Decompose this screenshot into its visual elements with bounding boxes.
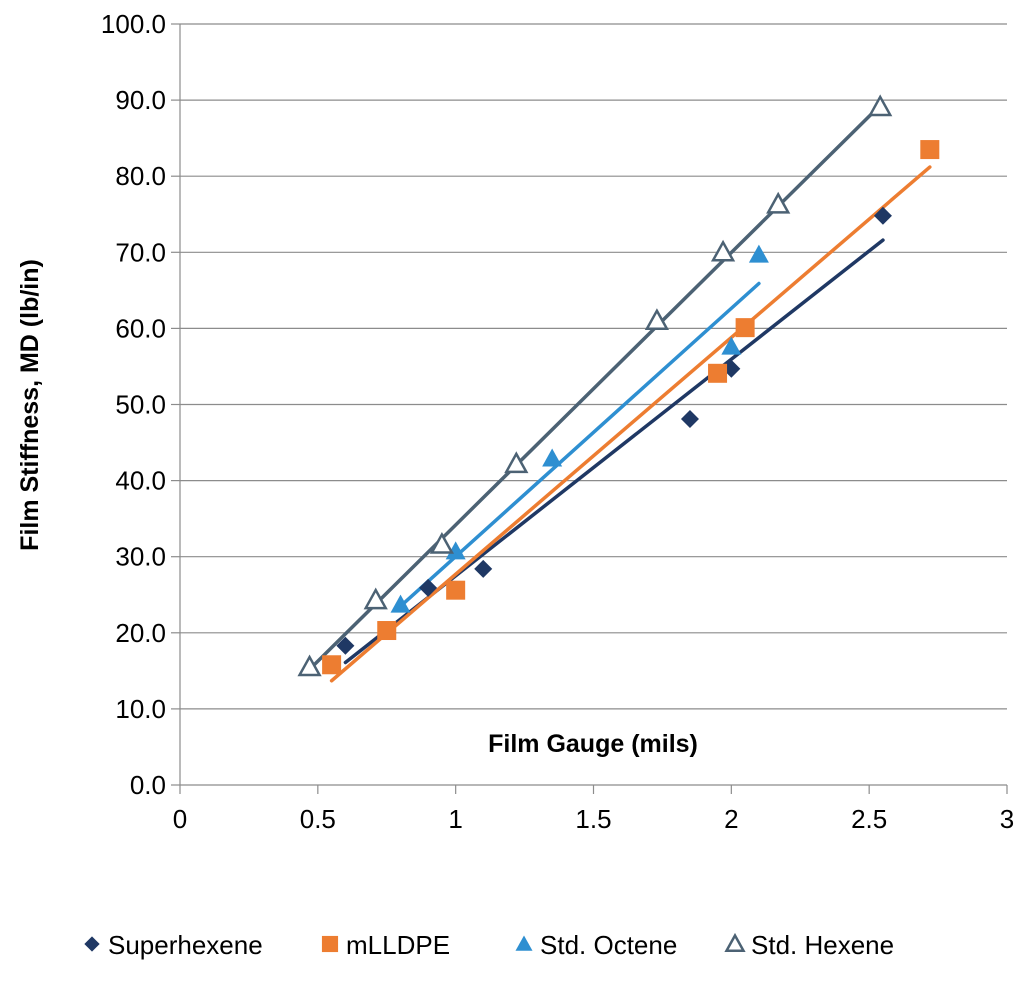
y-tick-labels: 0.0 10.0 20.0 30.0 40.0 50.0 60.0 70.0 80.0 90.0 1…: [101, 9, 166, 800]
y-tick-label: 90.0: [115, 85, 166, 115]
trendline-mlldpe: [329, 165, 932, 683]
point-std-hexene: [868, 94, 893, 117]
x-tick-label: 0: [173, 804, 187, 834]
y-axis-title: Film Stiffness, MD (lb/in): [16, 259, 44, 551]
y-tick-label: 30.0: [115, 542, 166, 572]
y-tick-label: 20.0: [115, 618, 166, 648]
point-std-hexene: [710, 239, 736, 262]
y-tick-label: 0.0: [130, 770, 166, 800]
x-axis-title: Film Gauge (mils): [488, 730, 698, 758]
point-std-hexene: [429, 531, 455, 554]
legend-marker-std-octene: [515, 935, 533, 951]
point-superhexene: [336, 636, 355, 655]
x-tick-label: 3: [1000, 804, 1014, 834]
legend-label-mlldpe: mLLDPE: [346, 930, 450, 960]
point-mlldpe: [735, 318, 755, 338]
point-superhexene: [873, 206, 892, 225]
x-tick-label: 2.5: [851, 804, 887, 834]
point-std-hexene: [363, 587, 388, 610]
point-std-hexene: [766, 191, 791, 214]
x-tick-labels: 0 0.5 1 1.5 2 2.5 3: [173, 804, 1014, 834]
y-tick-label: 60.0: [115, 313, 166, 343]
legend-marker-std-hexene: [724, 932, 746, 953]
point-std-octene: [390, 594, 411, 613]
point-std-hexene: [297, 654, 322, 677]
point-std-hexene: [644, 308, 670, 331]
y-tick-label: 100.0: [101, 9, 166, 39]
point-superhexene: [680, 409, 699, 428]
x-tick-label: 1.5: [575, 804, 611, 834]
trendlines: [307, 103, 932, 683]
point-std-hexene: [504, 451, 529, 474]
legend-label-std-hexene: Std. Hexene: [751, 930, 894, 960]
point-std-octene: [721, 336, 742, 355]
y-tick-label: 50.0: [115, 390, 166, 420]
point-std-octene: [542, 448, 563, 467]
point-superhexene: [474, 559, 493, 578]
point-superhexene: [419, 578, 438, 597]
legend-marker-superhexene: [84, 936, 100, 952]
x-tick-label: 0.5: [300, 804, 336, 834]
y-tick-label: 70.0: [115, 237, 166, 267]
point-mlldpe: [446, 580, 466, 600]
legend-label-superhexene: Superhexene: [108, 930, 263, 960]
point-mlldpe: [377, 621, 397, 641]
y-tick-label: 80.0: [115, 161, 166, 191]
x-tick-label: 2: [724, 804, 738, 834]
axes: [179, 24, 1008, 794]
legend-label-std-octene: Std. Octene: [540, 930, 677, 960]
gridlines: [171, 23, 1007, 786]
legend: Superhexene mLLDPE Std. Octene Std. Hexene: [84, 930, 894, 960]
point-std-octene: [748, 244, 769, 263]
point-mlldpe: [322, 655, 342, 675]
y-tick-label: 10.0: [115, 694, 166, 724]
trendline-std-hexene: [307, 103, 882, 672]
point-std-octene: [445, 541, 466, 560]
x-tick-label: 1: [448, 804, 462, 834]
data-points: [297, 94, 940, 677]
y-tick-label: 40.0: [115, 466, 166, 496]
point-mlldpe: [708, 363, 728, 383]
legend-marker-mlldpe: [321, 935, 339, 953]
point-mlldpe: [920, 140, 940, 160]
